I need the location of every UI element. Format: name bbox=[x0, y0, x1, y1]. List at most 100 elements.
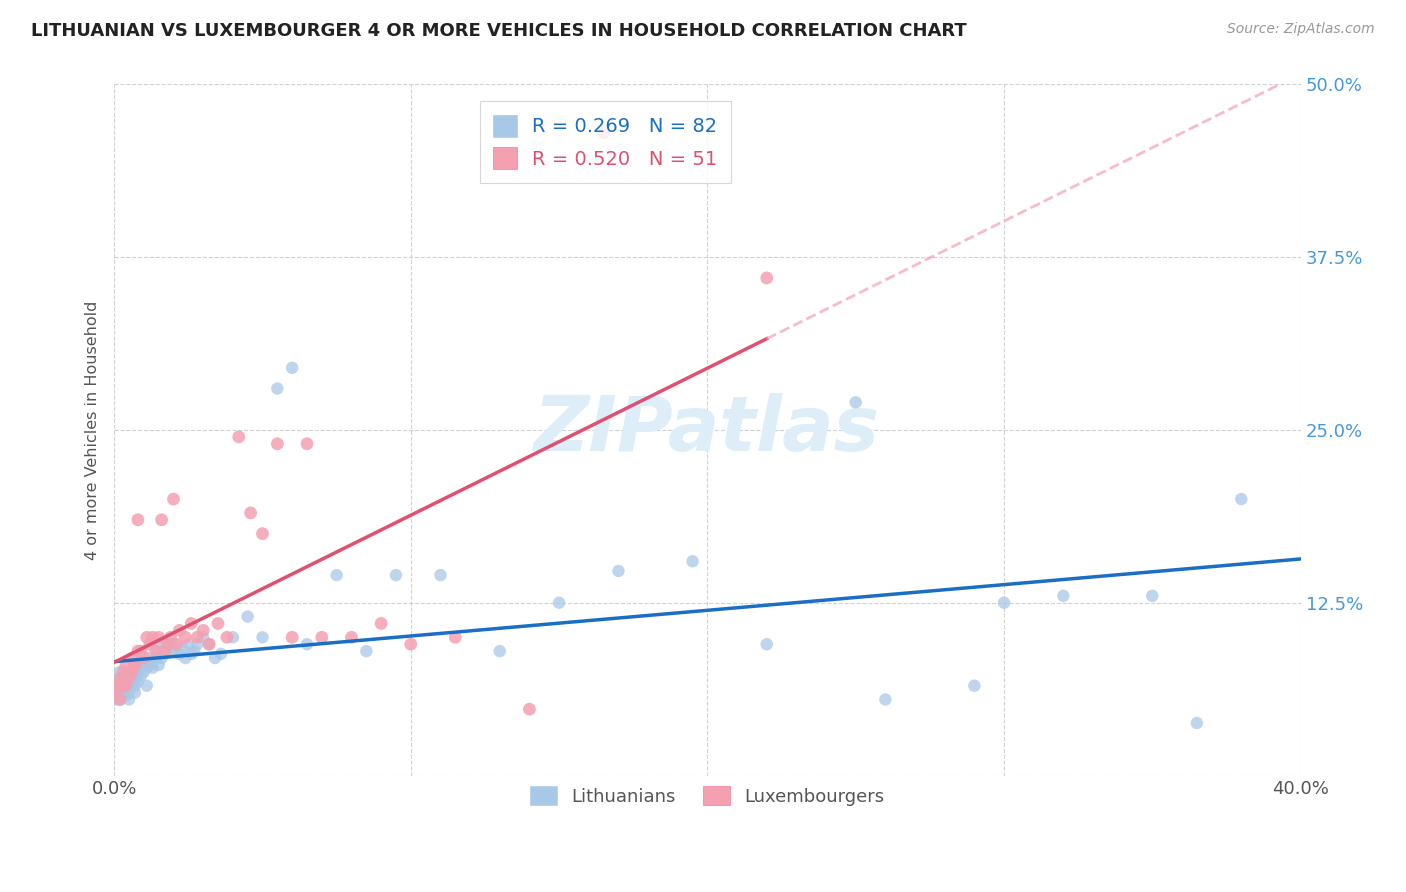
Point bbox=[156, 637, 179, 651]
Point bbox=[105, 685, 128, 699]
Point bbox=[150, 651, 173, 665]
Point bbox=[124, 672, 146, 686]
Point bbox=[162, 644, 184, 658]
Point bbox=[180, 616, 202, 631]
Point bbox=[607, 564, 630, 578]
Point bbox=[112, 685, 135, 699]
Point bbox=[239, 506, 262, 520]
Point bbox=[222, 630, 245, 644]
Point bbox=[169, 647, 191, 661]
Point bbox=[129, 669, 152, 683]
Point bbox=[118, 672, 141, 686]
Point bbox=[153, 647, 176, 661]
Point bbox=[132, 655, 155, 669]
Point bbox=[963, 679, 986, 693]
Point bbox=[198, 637, 221, 651]
Point bbox=[1230, 492, 1253, 507]
Legend: Lithuanians, Luxembourgers: Lithuanians, Luxembourgers bbox=[522, 778, 894, 815]
Point bbox=[166, 637, 188, 651]
Point bbox=[162, 492, 184, 507]
Point bbox=[115, 682, 138, 697]
Point bbox=[139, 657, 162, 672]
Point bbox=[129, 644, 152, 658]
Point bbox=[755, 637, 778, 651]
Point bbox=[148, 630, 170, 644]
Point bbox=[124, 657, 146, 672]
Point bbox=[548, 596, 571, 610]
Point bbox=[127, 657, 149, 672]
Point bbox=[118, 665, 141, 679]
Point bbox=[115, 679, 138, 693]
Point bbox=[129, 657, 152, 672]
Point bbox=[150, 637, 173, 651]
Point bbox=[429, 568, 451, 582]
Point bbox=[198, 637, 221, 651]
Point bbox=[145, 651, 167, 665]
Point bbox=[135, 679, 157, 693]
Point bbox=[145, 644, 167, 658]
Point bbox=[845, 395, 868, 409]
Point bbox=[135, 630, 157, 644]
Point bbox=[105, 679, 128, 693]
Point bbox=[115, 669, 138, 683]
Point bbox=[356, 644, 378, 658]
Point bbox=[121, 651, 143, 665]
Point bbox=[115, 689, 138, 703]
Point bbox=[112, 665, 135, 679]
Point bbox=[121, 665, 143, 679]
Point bbox=[159, 630, 181, 644]
Text: Source: ZipAtlas.com: Source: ZipAtlas.com bbox=[1227, 22, 1375, 37]
Point bbox=[370, 616, 392, 631]
Point bbox=[1052, 589, 1074, 603]
Point bbox=[127, 674, 149, 689]
Point bbox=[121, 679, 143, 693]
Point bbox=[252, 526, 274, 541]
Point bbox=[112, 679, 135, 693]
Point bbox=[162, 637, 184, 651]
Point bbox=[180, 647, 202, 661]
Point bbox=[142, 661, 165, 675]
Point bbox=[115, 657, 138, 672]
Point bbox=[108, 679, 131, 693]
Point bbox=[118, 685, 141, 699]
Point bbox=[592, 126, 614, 140]
Point bbox=[148, 657, 170, 672]
Point bbox=[252, 630, 274, 644]
Point bbox=[139, 637, 162, 651]
Point bbox=[124, 685, 146, 699]
Point bbox=[118, 679, 141, 693]
Point bbox=[228, 430, 250, 444]
Point bbox=[193, 624, 215, 638]
Point bbox=[311, 630, 333, 644]
Point bbox=[156, 644, 179, 658]
Point bbox=[115, 674, 138, 689]
Point bbox=[124, 679, 146, 693]
Point bbox=[281, 630, 304, 644]
Point bbox=[488, 644, 510, 658]
Point bbox=[105, 672, 128, 686]
Point bbox=[209, 647, 232, 661]
Point bbox=[118, 692, 141, 706]
Point bbox=[295, 437, 318, 451]
Point bbox=[266, 437, 288, 451]
Point bbox=[108, 672, 131, 686]
Point bbox=[132, 651, 155, 665]
Point bbox=[127, 665, 149, 679]
Point bbox=[127, 644, 149, 658]
Text: ZIPatlas: ZIPatlas bbox=[534, 393, 880, 467]
Point bbox=[124, 657, 146, 672]
Point bbox=[132, 665, 155, 679]
Point bbox=[186, 630, 208, 644]
Point bbox=[169, 624, 191, 638]
Point bbox=[295, 637, 318, 651]
Point bbox=[174, 630, 197, 644]
Point bbox=[142, 655, 165, 669]
Point bbox=[108, 685, 131, 699]
Point bbox=[385, 568, 408, 582]
Point bbox=[193, 630, 215, 644]
Y-axis label: 4 or more Vehicles in Household: 4 or more Vehicles in Household bbox=[86, 301, 100, 559]
Point bbox=[135, 661, 157, 675]
Point bbox=[105, 692, 128, 706]
Point bbox=[325, 568, 347, 582]
Point bbox=[139, 651, 162, 665]
